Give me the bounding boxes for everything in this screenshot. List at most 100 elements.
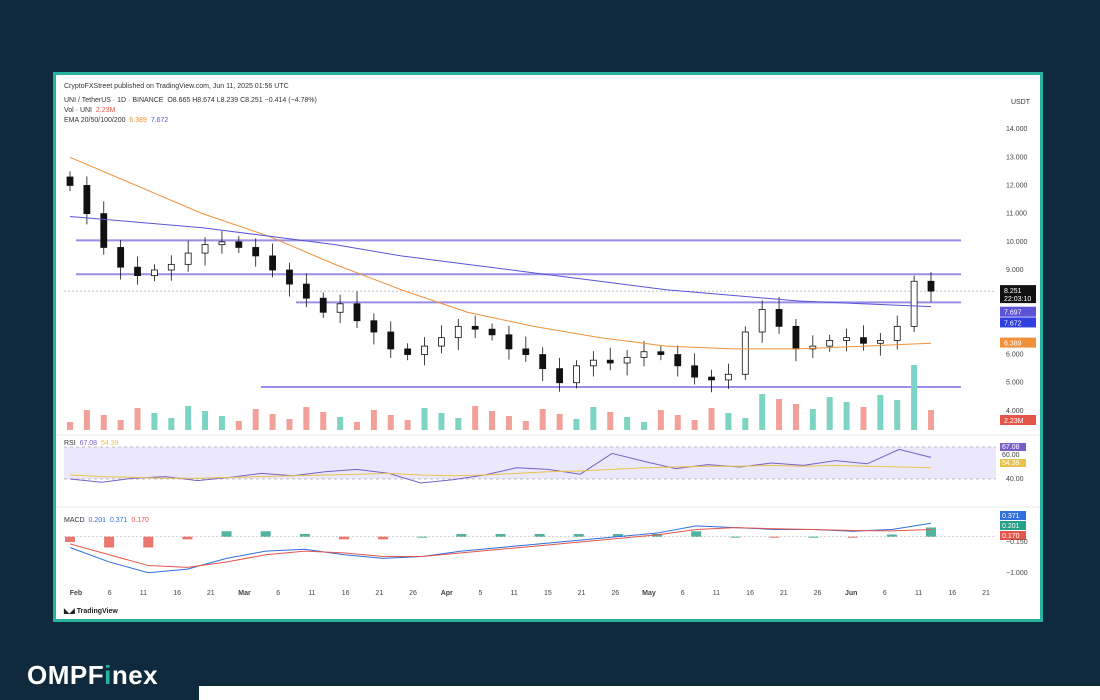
price-tag bbox=[1000, 306, 1036, 317]
volume-bar bbox=[218, 416, 225, 430]
volume-bar bbox=[539, 409, 546, 430]
macd-histogram-bar bbox=[299, 533, 310, 537]
price-axis-tick: 12.000 bbox=[1006, 182, 1028, 189]
price-tag-label: 8.251 bbox=[1004, 288, 1022, 295]
volume-bar bbox=[100, 415, 107, 430]
macd-histogram-bar bbox=[769, 536, 780, 538]
footer-bar bbox=[199, 686, 1100, 700]
price-tag bbox=[1000, 415, 1036, 425]
candle-body bbox=[438, 337, 445, 347]
volume-value: 2.23M bbox=[95, 107, 116, 114]
volume-bar bbox=[809, 409, 816, 430]
ema-line bbox=[69, 215, 932, 308]
volume-bar bbox=[607, 412, 614, 430]
volume-bar bbox=[320, 412, 327, 430]
volume-bar bbox=[387, 415, 394, 430]
volume-bar bbox=[792, 404, 799, 430]
rsi-label: RSI 67.08 54.39 bbox=[64, 440, 119, 447]
volume-bar bbox=[657, 410, 664, 430]
volume-bar bbox=[134, 408, 141, 430]
price-axis-tick: 11.000 bbox=[1006, 211, 1027, 218]
candle-body bbox=[83, 185, 91, 215]
volume-bar bbox=[286, 419, 293, 430]
volume-bar bbox=[370, 410, 377, 430]
price-axis-tick: 10.000 bbox=[1006, 239, 1028, 246]
volume-bar bbox=[590, 407, 597, 430]
macd-tag bbox=[1000, 511, 1026, 520]
candle-body bbox=[589, 359, 597, 367]
macd-histogram-bar bbox=[104, 536, 115, 548]
rsi-tag bbox=[1000, 459, 1026, 467]
time-axis-tick: 11 bbox=[511, 590, 518, 597]
time-axis-tick: 21 bbox=[780, 590, 788, 597]
volume-bar bbox=[776, 399, 783, 430]
time-axis-tick: 5 bbox=[478, 590, 482, 597]
volume-bar bbox=[151, 413, 158, 430]
time-axis-tick: 16 bbox=[746, 590, 754, 597]
volume-bar bbox=[235, 421, 242, 430]
macd-line bbox=[69, 527, 932, 568]
volume-line: Vol · UNI 2.23M bbox=[64, 106, 317, 116]
time-axis-tick: 21 bbox=[207, 590, 215, 597]
macd-histogram-bar bbox=[808, 536, 819, 538]
candle-body bbox=[66, 176, 74, 186]
candle-body bbox=[421, 345, 428, 355]
candle-body bbox=[505, 334, 513, 350]
macd-histogram-bar bbox=[886, 534, 897, 537]
volume-bar bbox=[877, 395, 884, 430]
candle-body bbox=[691, 365, 699, 378]
candle-body bbox=[319, 297, 327, 313]
candle-body bbox=[336, 303, 344, 313]
candle-body bbox=[910, 280, 918, 327]
candle-body bbox=[725, 373, 732, 381]
volume-bar bbox=[421, 408, 428, 430]
macd-histogram-bar bbox=[182, 536, 193, 540]
macd-histogram-bar bbox=[378, 536, 389, 540]
macd-histogram-bar bbox=[221, 531, 232, 537]
macd-histogram-bar bbox=[260, 531, 271, 537]
time-axis-tick: 16 bbox=[173, 590, 181, 597]
macd-label: MACD 0.201 0.371 0.170 bbox=[64, 517, 149, 524]
macd-histogram-bar bbox=[730, 536, 741, 538]
volume-bar bbox=[438, 413, 445, 430]
rsi-tag bbox=[1000, 451, 1026, 459]
volume-bar bbox=[117, 420, 124, 430]
macd-histogram-bar bbox=[338, 536, 349, 540]
candle-body bbox=[640, 351, 648, 358]
volume-bar bbox=[489, 411, 496, 430]
candle-body bbox=[809, 345, 817, 350]
candle-body bbox=[893, 325, 901, 341]
macd-histogram-bar bbox=[495, 533, 506, 537]
candle-body bbox=[302, 283, 310, 299]
candle-body bbox=[927, 280, 935, 292]
symbol-line: UNI / TetherUS · 1D · BINANCE O8.665 H8.… bbox=[64, 96, 317, 106]
volume-bar bbox=[269, 414, 276, 430]
chart-header: CryptoFXStreet published on TradingView.… bbox=[64, 82, 317, 126]
volume-bar bbox=[624, 417, 631, 430]
candle-body bbox=[623, 356, 631, 364]
time-axis-tick: 26 bbox=[611, 590, 619, 597]
volume-bar bbox=[860, 407, 867, 430]
rsi-tag-label: 60.00 bbox=[1002, 452, 1020, 459]
price-axis-tick: 14.000 bbox=[1006, 126, 1028, 133]
volume-bar bbox=[505, 416, 512, 430]
volume-bar bbox=[708, 408, 715, 430]
price-axis-tick: 6.000 bbox=[1006, 352, 1024, 359]
macd-tag-label: 0.371 bbox=[1002, 513, 1020, 520]
volume-label: Vol · UNI bbox=[64, 107, 93, 114]
candle-body bbox=[134, 266, 141, 277]
macd-tag bbox=[1000, 521, 1026, 530]
chart-frame: 14.000 13.000 12.000 11.000 10.000 9.000 6.000… bbox=[53, 72, 1043, 622]
candle-body bbox=[708, 376, 715, 381]
price-axis-tick: 13.000 bbox=[1006, 154, 1028, 161]
published-line: CryptoFXStreet published on TradingView.… bbox=[64, 83, 289, 90]
volume-bar bbox=[455, 418, 462, 430]
ema-label: EMA 20/50/100/200 bbox=[64, 117, 126, 124]
time-axis-tick: 6 bbox=[108, 590, 112, 597]
rsi-axis-tick: 40.00 bbox=[1006, 476, 1024, 483]
macd-histogram-bar bbox=[926, 527, 936, 537]
time-axis-tick: 26 bbox=[409, 590, 417, 597]
volume-bar bbox=[185, 406, 192, 430]
volume-bar bbox=[674, 415, 681, 430]
volume-bar bbox=[67, 422, 73, 430]
